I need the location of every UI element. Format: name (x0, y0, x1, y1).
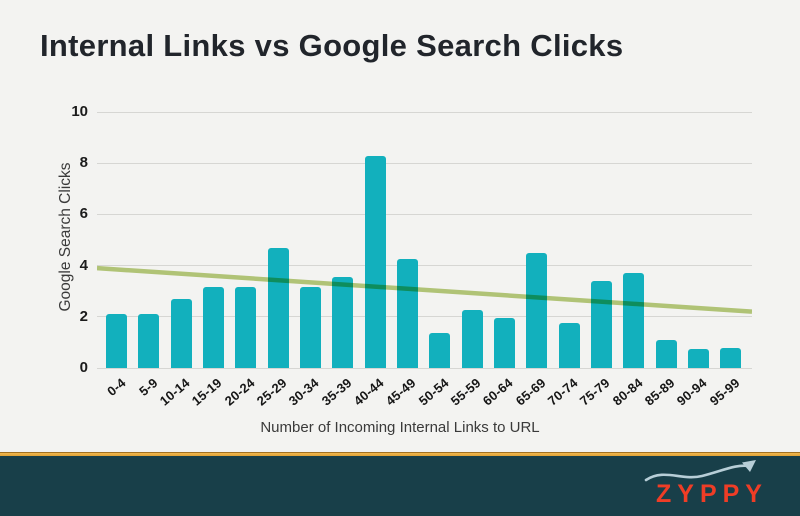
gridline (97, 213, 752, 215)
gridline (97, 162, 752, 164)
trend-line (97, 265, 752, 314)
y-tick-label: 6 (79, 205, 88, 223)
chart-title: Internal Links vs Google Search Clicks (40, 28, 624, 63)
y-tick-label: 8 (79, 154, 88, 172)
y-tick-label: 10 (71, 103, 88, 120)
bar (526, 252, 548, 368)
bar (493, 318, 515, 368)
bar (235, 287, 257, 368)
y-tick-label: 2 (79, 307, 88, 325)
bar (429, 333, 451, 368)
bar (364, 155, 386, 368)
bar (106, 314, 127, 368)
logo-text: ZYPPY (656, 480, 768, 508)
plot-area (97, 111, 752, 369)
gridline (97, 316, 752, 318)
y-tick-label: 4 (79, 256, 88, 274)
bar (720, 347, 742, 368)
bar (202, 287, 224, 368)
bar (299, 287, 321, 368)
growth-arrow-icon (644, 460, 756, 482)
bar (655, 339, 677, 368)
bar (170, 298, 192, 368)
footer: ZYPPY (0, 452, 800, 516)
bar (623, 273, 645, 368)
bar (138, 314, 160, 368)
zyppy-logo: ZYPPY (640, 459, 762, 509)
x-axis-title: Number of Incoming Internal Links to URL (260, 419, 540, 436)
bar (332, 277, 354, 368)
gridline (97, 111, 752, 113)
y-tick-label: 0 (79, 359, 88, 376)
bar (558, 323, 580, 368)
footer-band: ZYPPY (0, 456, 800, 516)
gridline (97, 265, 752, 267)
bar (461, 310, 483, 368)
footer-accent-line (0, 452, 800, 457)
bar (687, 348, 709, 368)
gridline (97, 367, 752, 369)
y-axis-title: Google Search Clicks (57, 162, 74, 312)
